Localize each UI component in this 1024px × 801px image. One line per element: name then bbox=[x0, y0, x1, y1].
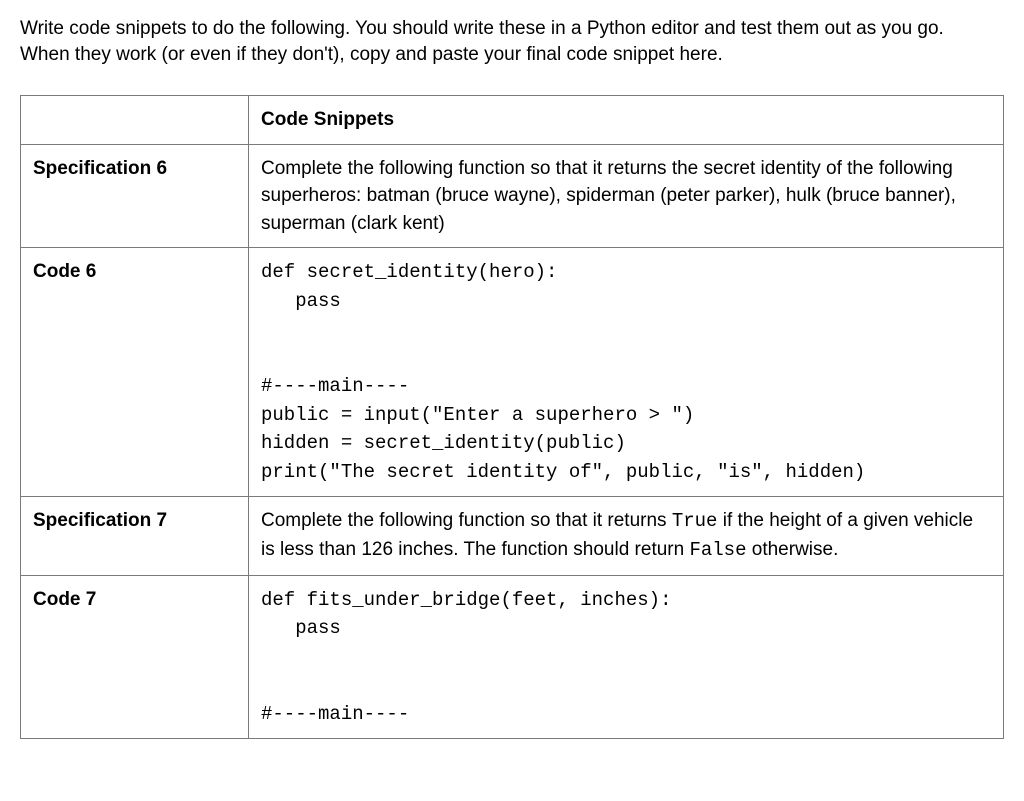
instructions: Write code snippets to do the following.… bbox=[20, 16, 1004, 67]
spec7-text: Complete the following function so that … bbox=[249, 497, 1004, 575]
table-header-row: Code Snippets bbox=[21, 96, 1004, 145]
spec7-text-post: otherwise. bbox=[746, 539, 838, 560]
code6-snippet: def secret_identity(hero): pass #----mai… bbox=[261, 258, 991, 486]
spec7-code-true: True bbox=[672, 510, 718, 532]
code7-cell: def fits_under_bridge(feet, inches): pas… bbox=[249, 575, 1004, 739]
instructions-line-2: When they work (or even if they don't), … bbox=[20, 44, 723, 65]
instructions-line-1: Write code snippets to do the following.… bbox=[20, 18, 944, 39]
page: Write code snippets to do the following.… bbox=[0, 0, 1024, 759]
spec7-code-false: False bbox=[689, 539, 746, 561]
table-row: Specification 7 Complete the following f… bbox=[21, 497, 1004, 575]
code-snippets-table: Code Snippets Specification 6 Complete t… bbox=[20, 95, 1004, 739]
table-row: Code 7 def fits_under_bridge(feet, inche… bbox=[21, 575, 1004, 739]
spec6-text: Complete the following function so that … bbox=[249, 144, 1004, 248]
code7-snippet: def fits_under_bridge(feet, inches): pas… bbox=[261, 586, 991, 729]
header-right-cell: Code Snippets bbox=[249, 96, 1004, 145]
table-row: Specification 6 Complete the following f… bbox=[21, 144, 1004, 248]
spec6-label: Specification 6 bbox=[21, 144, 249, 248]
table-row: Code 6 def secret_identity(hero): pass #… bbox=[21, 248, 1004, 497]
header-left-cell bbox=[21, 96, 249, 145]
code7-label: Code 7 bbox=[21, 575, 249, 739]
code6-label: Code 6 bbox=[21, 248, 249, 497]
spec7-label: Specification 7 bbox=[21, 497, 249, 575]
spec7-text-pre: Complete the following function so that … bbox=[261, 510, 672, 531]
code6-cell: def secret_identity(hero): pass #----mai… bbox=[249, 248, 1004, 497]
